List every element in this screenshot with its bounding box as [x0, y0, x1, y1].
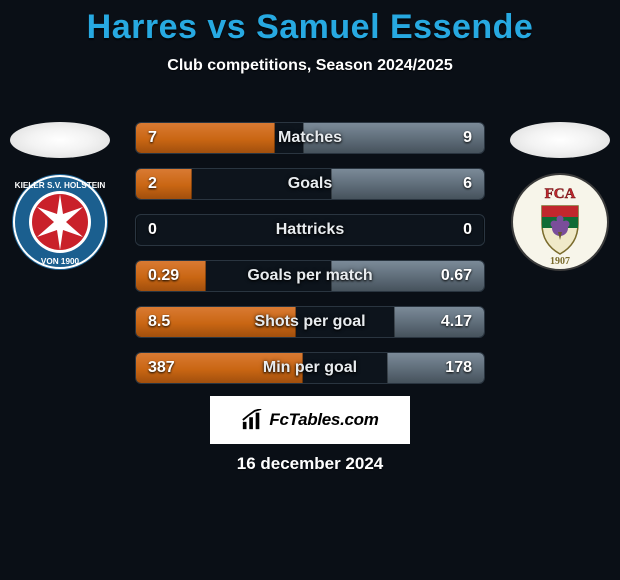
stat-label: Hattricks — [136, 215, 484, 245]
stat-bar-right — [483, 215, 484, 245]
svg-text:VON 1900: VON 1900 — [41, 257, 80, 266]
stat-bar-right — [303, 123, 484, 153]
club-badge-left: KIELER S.V. HOLSTEIN VON 1900 — [10, 172, 110, 272]
stat-row: 79Matches — [135, 122, 485, 154]
stat-bar-right — [387, 353, 484, 383]
stat-row: 0 0Hattricks — [135, 214, 485, 246]
stat-row: 26Goals — [135, 168, 485, 200]
stat-row: 387178Min per goal — [135, 352, 485, 384]
stat-bar-right — [394, 307, 484, 337]
chart-icon — [241, 409, 263, 431]
svg-text:1907: 1907 — [550, 256, 570, 267]
site-badge: FcTables.com — [210, 396, 410, 444]
page-title: Harres vs Samuel Essende — [0, 0, 620, 47]
club-badge-right: FCA 1907 — [510, 172, 610, 272]
subtitle: Club competitions, Season 2024/2025 — [0, 57, 620, 75]
stat-value-right: 0 — [451, 215, 484, 245]
stat-row: 8.54.17Shots per goal — [135, 306, 485, 338]
svg-text:FCA: FCA — [545, 186, 576, 202]
svg-text:KIELER S.V. HOLSTEIN: KIELER S.V. HOLSTEIN — [15, 181, 106, 190]
stat-bar-left — [136, 307, 296, 337]
holstein-kiel-crest-icon: KIELER S.V. HOLSTEIN VON 1900 — [10, 172, 110, 272]
stat-bar-left — [136, 169, 192, 199]
stat-row: 0.290.67Goals per match — [135, 260, 485, 292]
stat-bar-right — [331, 261, 484, 291]
stat-bar-left — [136, 353, 303, 383]
player-photo-slot-left — [10, 122, 110, 158]
stat-bar-left — [136, 261, 206, 291]
fc-augsburg-crest-icon: FCA 1907 — [510, 172, 610, 272]
date-label: 16 december 2024 — [0, 454, 620, 474]
stat-bar-left — [136, 215, 137, 245]
stat-value-left: 0 — [136, 215, 169, 245]
stats-list: 79Matches 26Goals 0 0Hattricks 0.290.67Goals… — [135, 122, 485, 398]
site-label: FcTables.com — [269, 410, 378, 430]
stat-bar-left — [136, 123, 275, 153]
player-photo-slot-right — [510, 122, 610, 158]
stat-bar-right — [331, 169, 484, 199]
